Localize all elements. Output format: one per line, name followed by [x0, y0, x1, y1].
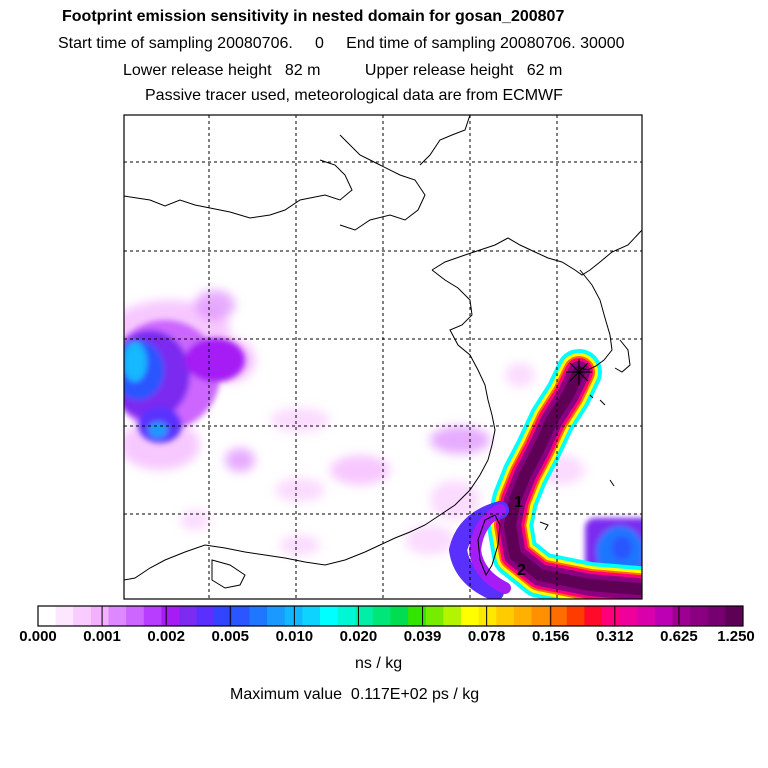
- colorbar-swatch: [461, 606, 480, 626]
- colorbar-swatch: [672, 606, 691, 626]
- colorbar-swatch: [637, 606, 656, 626]
- colorbar-swatch: [320, 606, 339, 626]
- sensitivity-field-west: [124, 320, 245, 443]
- colorbar: [37, 605, 744, 627]
- colorbar-swatch: [707, 606, 726, 626]
- colorbar-swatch: [531, 606, 550, 626]
- map-field: 1 2: [124, 115, 642, 599]
- colorbar-swatch: [513, 606, 532, 626]
- colorbar-swatch: [214, 606, 233, 626]
- colorbar-tick-label: 0.312: [596, 628, 634, 645]
- colorbar-swatch: [390, 606, 409, 626]
- release-height-line: Lower release height 82 m Upper release …: [123, 62, 563, 79]
- colorbar-units: ns / kg: [355, 655, 403, 672]
- colorbar-swatch: [231, 606, 250, 626]
- colorbar-swatch: [90, 606, 109, 626]
- colorbar-swatch: [126, 606, 145, 626]
- colorbar-tick-label: 1.250: [717, 628, 755, 645]
- colorbar-swatch: [654, 606, 673, 626]
- plume-label-2: 2: [517, 562, 526, 579]
- colorbar-swatch: [372, 606, 391, 626]
- maximum-value-line: Maximum value 0.117E+02 ps / kg: [230, 686, 480, 703]
- colorbar-swatch: [725, 606, 744, 626]
- colorbar-swatch: [478, 606, 497, 626]
- colorbar-swatch: [108, 606, 127, 626]
- colorbar-tick-label: 0.005: [211, 628, 250, 645]
- colorbar-swatch: [73, 606, 92, 626]
- colorbar-tick-label: 0.625: [660, 628, 698, 645]
- colorbar-swatch: [161, 606, 180, 626]
- colorbar-swatch: [38, 606, 57, 626]
- colorbar-swatch: [302, 606, 321, 626]
- colorbar-swatch: [337, 606, 356, 626]
- colorbar-tick-label: 0.010: [275, 628, 314, 645]
- colorbar-tick-label: 0.002: [147, 628, 185, 645]
- colorbar-swatch: [443, 606, 462, 626]
- colorbar-swatch: [549, 606, 568, 626]
- colorbar-swatch: [408, 606, 427, 626]
- colorbar-tick-label: 0.078: [467, 628, 506, 645]
- colorbar-swatch: [425, 606, 444, 626]
- colorbar-swatch: [55, 606, 74, 626]
- lat-lon-grid: [124, 115, 642, 599]
- asterisk-icon: [566, 359, 592, 385]
- map-frame: [123, 114, 643, 600]
- colorbar-swatch: [355, 606, 374, 626]
- colorbar-tick-label: 0.000: [19, 628, 57, 645]
- colorbar-swatch: [566, 606, 585, 626]
- tracer-info-line: Passive tracer used, meteorological data…: [145, 87, 563, 104]
- coastlines: [124, 115, 642, 589]
- colorbar-tick-label: 0.039: [403, 628, 442, 645]
- colorbar-frame: [37, 605, 744, 627]
- colorbar-swatch: [196, 606, 215, 626]
- sampling-time-line: Start time of sampling 20080706. 0 End t…: [58, 35, 625, 52]
- colorbar-swatch: [179, 606, 198, 626]
- plot-title: Footprint emission sensitivity in nested…: [62, 8, 565, 25]
- colorbar-swatch: [619, 606, 638, 626]
- colorbar-swatch: [496, 606, 515, 626]
- colorbar-swatch: [249, 606, 268, 626]
- colorbar-tick-label: 0.020: [339, 628, 378, 645]
- colorbar-tick-label: 0.001: [83, 628, 121, 645]
- colorbar-swatch: [267, 606, 286, 626]
- colorbar-tick-label: 0.156: [531, 628, 570, 645]
- colorbar-swatch: [690, 606, 709, 626]
- colorbar-swatch: [602, 606, 621, 626]
- colorbar-swatch: [584, 606, 603, 626]
- colorbar-swatch: [284, 606, 303, 626]
- colorbar-swatch: [143, 606, 162, 626]
- plume-label-1: 1: [514, 494, 523, 511]
